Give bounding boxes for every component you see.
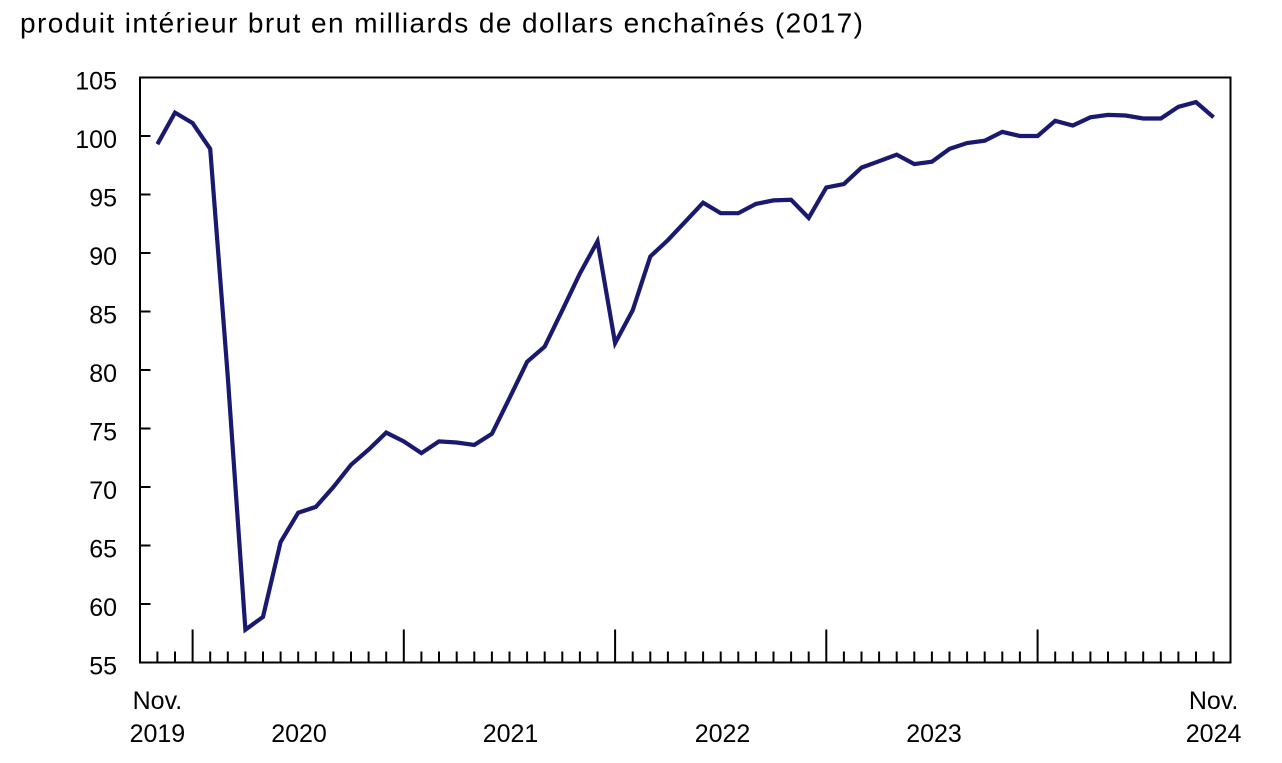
svg-text:70: 70 <box>89 477 117 505</box>
svg-text:2020: 2020 <box>271 720 327 748</box>
svg-text:65: 65 <box>89 536 117 564</box>
svg-text:2023: 2023 <box>906 720 962 748</box>
svg-text:produit intérieur brut en mill: produit intérieur brut en milliards de d… <box>20 8 864 39</box>
svg-text:90: 90 <box>89 243 117 271</box>
svg-text:105: 105 <box>75 68 117 96</box>
svg-text:80: 80 <box>89 360 117 388</box>
svg-text:2022: 2022 <box>695 720 751 748</box>
svg-text:95: 95 <box>89 185 117 213</box>
svg-text:2024: 2024 <box>1186 720 1242 748</box>
svg-text:Nov.: Nov. <box>1189 687 1239 715</box>
svg-text:75: 75 <box>89 419 117 447</box>
svg-text:Nov.: Nov. <box>133 687 183 715</box>
svg-text:55: 55 <box>89 653 117 681</box>
svg-text:100: 100 <box>75 126 117 154</box>
svg-text:85: 85 <box>89 302 117 330</box>
svg-text:60: 60 <box>89 594 117 622</box>
svg-text:2021: 2021 <box>483 720 539 748</box>
svg-text:2019: 2019 <box>130 720 186 748</box>
